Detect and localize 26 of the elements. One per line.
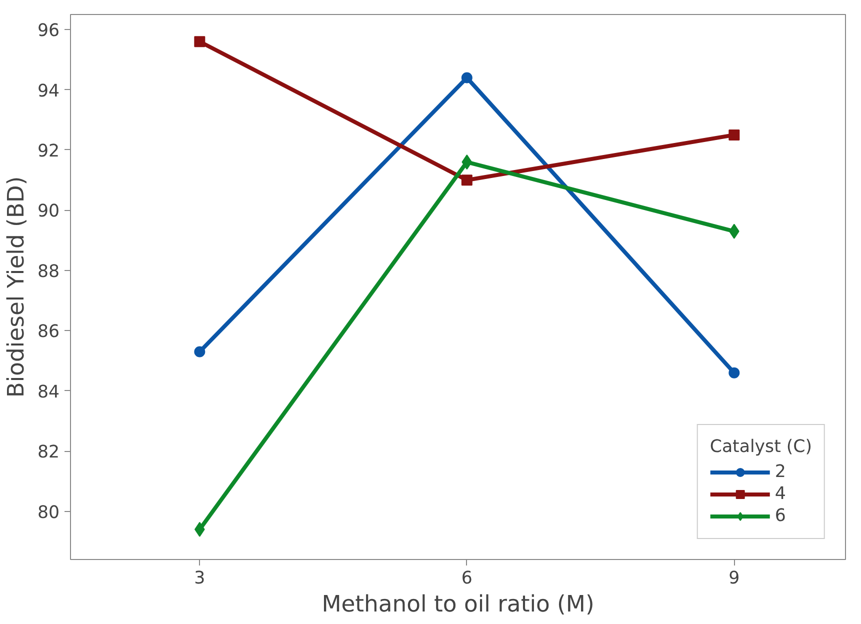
y-tick-label: 84: [37, 382, 60, 402]
point: [194, 36, 206, 48]
point: [728, 367, 740, 378]
legend-label: 6: [774, 506, 787, 526]
x-tick-label: 6: [461, 568, 472, 588]
y-tick-label: 88: [37, 262, 60, 282]
y-axis-title: Biodiesel Yield (BD): [3, 176, 30, 398]
legend-label: 4: [774, 484, 787, 504]
x-axis-title: Methanol to oil ratio (M): [322, 592, 594, 618]
x-tick-label: 9: [728, 568, 740, 588]
y-tick-label: 90: [37, 202, 60, 222]
point: [462, 154, 472, 170]
point: [461, 174, 472, 186]
point: [194, 346, 206, 358]
y-tick-label: 92: [37, 141, 60, 162]
point: [461, 72, 472, 84]
legend-title: Catalyst (C): [710, 437, 812, 457]
y-tick-label: 80: [37, 502, 60, 523]
y-tick-label: 96: [37, 21, 60, 42]
point: [728, 224, 740, 239]
y-tick-label: 82: [37, 442, 60, 463]
x-tick-label: 3: [194, 568, 206, 588]
y-tick-label: 94: [37, 81, 60, 102]
point: [728, 129, 740, 140]
y-tick-label: 86: [37, 322, 60, 342]
legend-label: 2: [774, 462, 787, 482]
